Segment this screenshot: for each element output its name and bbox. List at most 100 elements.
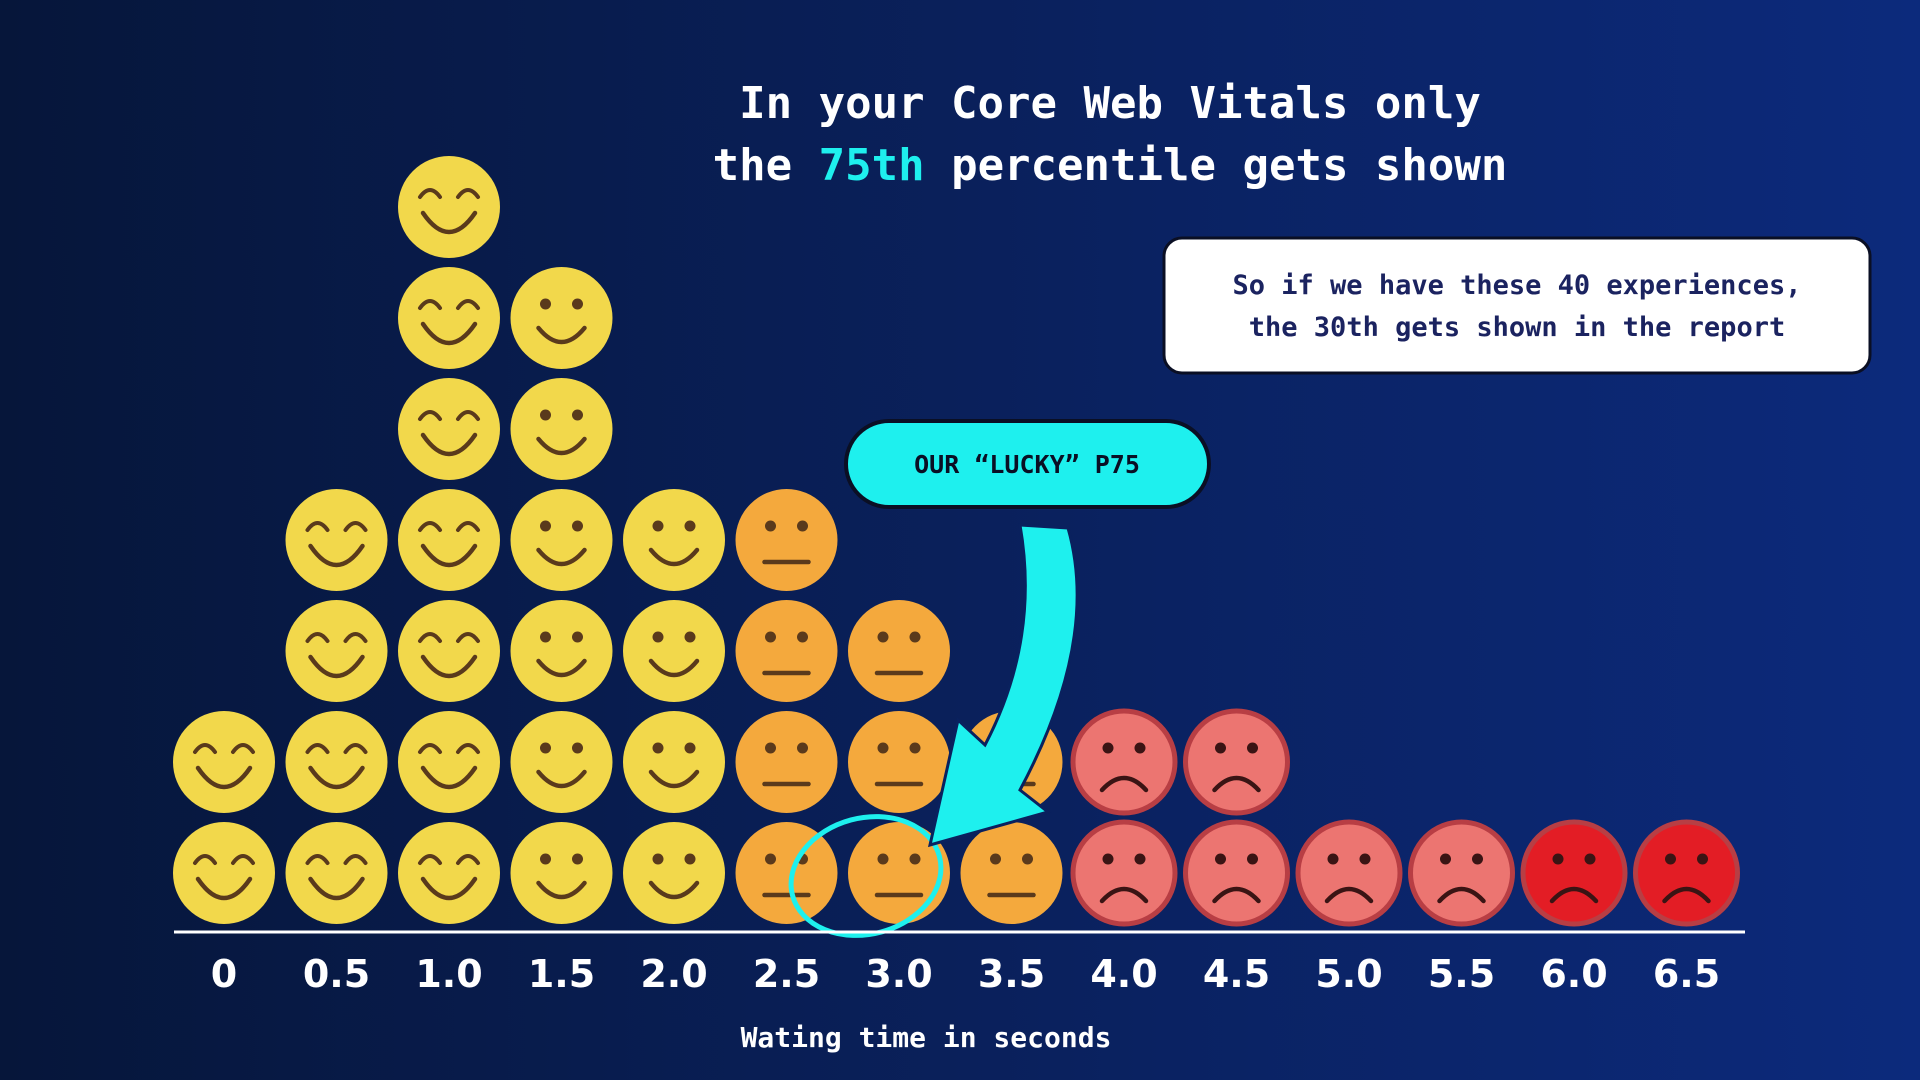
face-body	[398, 267, 500, 369]
face-eye	[1665, 853, 1676, 865]
face	[623, 489, 725, 591]
x-tick-label: 2.5	[753, 952, 820, 996]
face-eye	[456, 299, 480, 310]
face-eye	[909, 853, 921, 865]
face-eye	[418, 854, 442, 865]
face-body	[848, 822, 950, 924]
face-eye	[418, 188, 442, 199]
face-body	[285, 600, 388, 702]
face-body	[1183, 708, 1290, 816]
title-text: the	[713, 140, 792, 191]
face-body	[510, 600, 613, 702]
face-body	[398, 378, 500, 480]
face-eye	[1247, 742, 1258, 754]
face-body	[735, 822, 838, 924]
face	[510, 711, 613, 813]
face-eye	[1215, 742, 1226, 754]
face-eye	[1552, 853, 1564, 865]
face	[735, 822, 838, 924]
face-eye	[652, 631, 664, 643]
face-eye	[456, 521, 480, 532]
face	[510, 822, 613, 924]
face-eye	[540, 409, 551, 421]
face-mouth	[420, 543, 478, 568]
face	[1295, 819, 1403, 927]
face-body	[735, 600, 838, 702]
title-line-1: In your Core Web Vitals only	[739, 78, 1481, 129]
face-eye	[305, 521, 330, 532]
face-eye	[572, 631, 583, 643]
face-mouth	[420, 432, 478, 457]
arrow	[927, 523, 1079, 848]
face-eye	[797, 742, 808, 754]
face-eye	[652, 853, 664, 865]
face	[848, 711, 950, 813]
face-eye	[343, 854, 368, 865]
face-mouth	[1549, 886, 1599, 904]
face	[848, 600, 950, 702]
face-mouth	[420, 321, 478, 346]
face-eye	[572, 853, 583, 865]
x-axis-label: Wating time in seconds	[741, 1021, 1112, 1054]
x-tick-label: 2.0	[640, 952, 707, 996]
face-eye	[1440, 853, 1451, 865]
face-eye	[231, 854, 255, 865]
face-eye	[572, 742, 583, 754]
face-body	[285, 711, 388, 813]
face-mouth	[308, 876, 365, 901]
face-eye	[456, 854, 480, 865]
face	[173, 711, 275, 813]
face-eye	[1134, 742, 1146, 754]
face-eye	[1134, 853, 1146, 865]
face-eye	[343, 632, 368, 643]
face-eye	[572, 298, 583, 310]
face-eye	[418, 299, 442, 310]
face	[510, 267, 613, 369]
face-eye	[572, 409, 583, 421]
face-mouth	[1437, 886, 1486, 904]
face-body	[398, 156, 500, 258]
face-eye	[990, 853, 1001, 865]
note-box	[1162, 236, 1872, 375]
face-eye	[418, 743, 442, 754]
face-body	[510, 267, 613, 369]
face-eye	[765, 520, 776, 532]
face-body	[623, 600, 725, 702]
face	[1070, 819, 1178, 927]
face-eye	[572, 520, 583, 532]
face-body	[285, 822, 388, 924]
face-eye	[1102, 853, 1114, 865]
face	[285, 489, 388, 591]
face-body	[173, 711, 275, 813]
face-body	[398, 600, 500, 702]
title-highlight: 75th	[819, 140, 925, 191]
face-mouth	[1212, 775, 1261, 793]
face	[1070, 708, 1178, 816]
face-eye	[1215, 853, 1226, 865]
face	[510, 600, 613, 702]
face-eye	[343, 521, 368, 532]
face	[398, 600, 500, 702]
title-text: percentile gets shown	[951, 140, 1507, 191]
x-tick-label: 3.0	[865, 952, 932, 996]
face	[285, 600, 388, 702]
face	[623, 822, 725, 924]
face-mouth	[308, 765, 365, 790]
face-eye	[456, 188, 480, 199]
face-eye	[652, 742, 664, 754]
face-eye	[1584, 853, 1596, 865]
face-eye	[765, 853, 776, 865]
face-eye	[684, 520, 696, 532]
face-eye	[877, 742, 889, 754]
x-tick-label: 6.5	[1653, 952, 1720, 996]
face-eye	[456, 632, 480, 643]
face	[398, 489, 500, 591]
face-body	[510, 378, 613, 480]
face-body	[735, 489, 838, 591]
x-tick-label: 5.5	[1428, 952, 1495, 996]
x-tick-label: 6.0	[1540, 952, 1607, 996]
face-mouth	[1099, 775, 1149, 793]
face-body	[398, 711, 500, 813]
note-line: So if we have these 40 experiences,	[1233, 270, 1802, 301]
face-eye	[305, 632, 330, 643]
